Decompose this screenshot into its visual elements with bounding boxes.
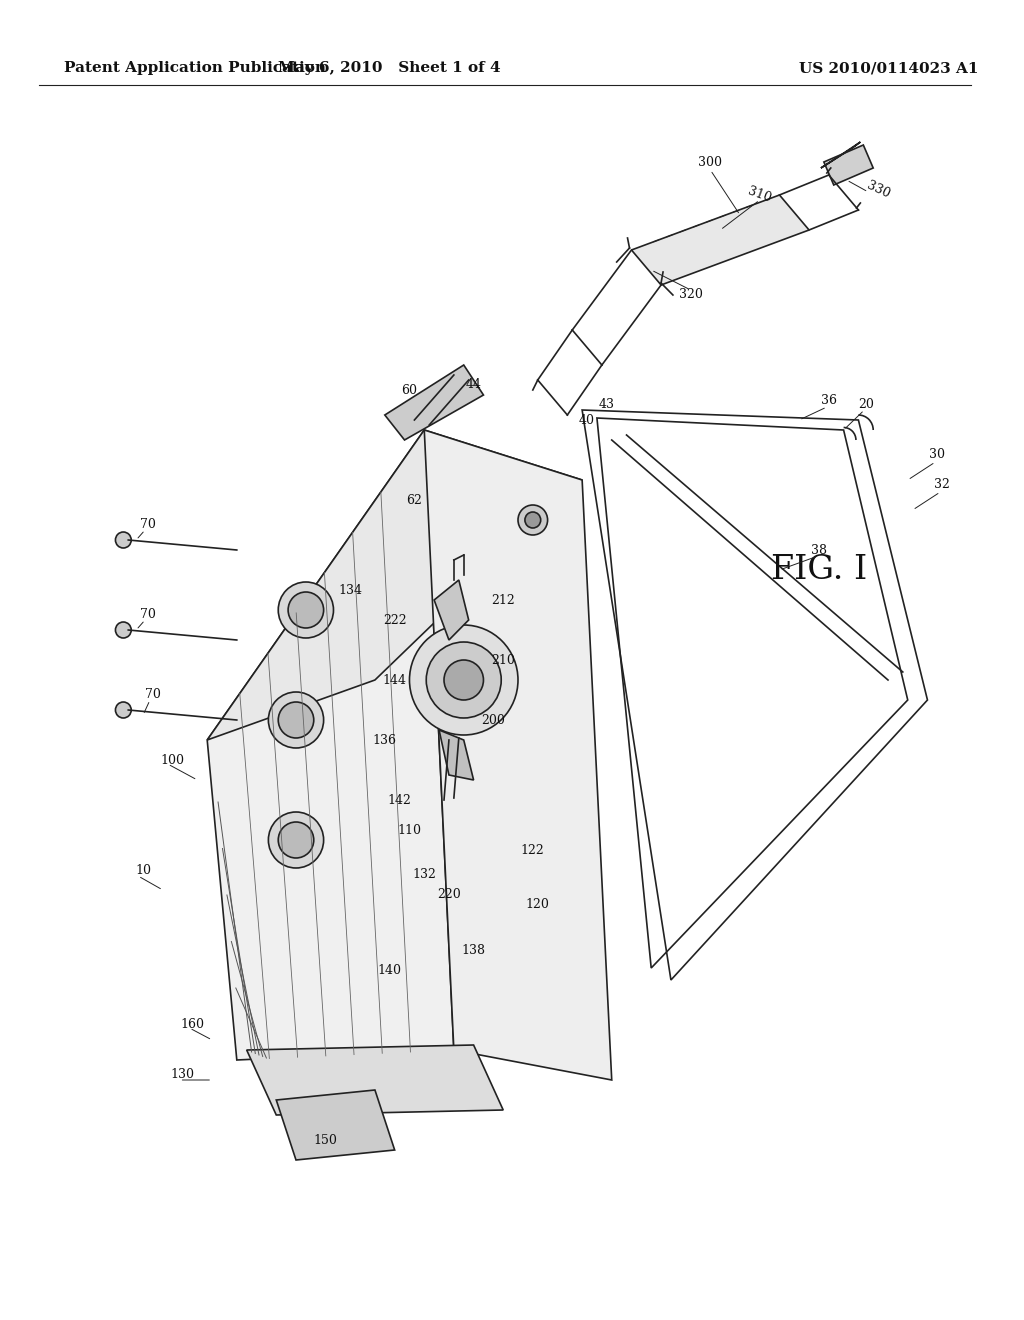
Text: 144: 144 (383, 673, 407, 686)
Polygon shape (824, 145, 873, 185)
Text: 100: 100 (161, 754, 184, 767)
Polygon shape (424, 430, 611, 1080)
Circle shape (279, 582, 334, 638)
Text: 160: 160 (180, 1019, 205, 1031)
Text: 212: 212 (492, 594, 515, 606)
Polygon shape (632, 195, 809, 285)
Text: 40: 40 (579, 413, 595, 426)
Text: Patent Application Publication: Patent Application Publication (65, 61, 326, 75)
Text: 150: 150 (313, 1134, 338, 1147)
Polygon shape (207, 430, 582, 741)
Circle shape (426, 642, 501, 718)
Text: 222: 222 (383, 614, 407, 627)
Text: 142: 142 (388, 793, 412, 807)
Text: 120: 120 (525, 899, 550, 912)
Text: 70: 70 (140, 519, 156, 532)
Text: 60: 60 (401, 384, 418, 396)
Text: 320: 320 (679, 289, 702, 301)
Polygon shape (821, 143, 860, 168)
Text: 140: 140 (378, 964, 401, 977)
Polygon shape (276, 1090, 394, 1160)
Circle shape (279, 702, 313, 738)
Circle shape (268, 692, 324, 748)
Circle shape (410, 624, 518, 735)
Circle shape (518, 506, 548, 535)
Polygon shape (434, 579, 469, 640)
Text: 330: 330 (864, 180, 892, 201)
Text: 62: 62 (407, 494, 422, 507)
Circle shape (444, 660, 483, 700)
Text: 138: 138 (462, 944, 485, 957)
Polygon shape (385, 366, 483, 440)
Text: 134: 134 (338, 583, 362, 597)
Text: 70: 70 (145, 689, 161, 701)
Circle shape (116, 532, 131, 548)
Circle shape (525, 512, 541, 528)
Text: 38: 38 (811, 544, 827, 557)
Circle shape (116, 622, 131, 638)
Text: 132: 132 (413, 869, 436, 882)
Circle shape (279, 822, 313, 858)
Circle shape (268, 812, 324, 869)
Text: US 2010/0114023 A1: US 2010/0114023 A1 (799, 61, 979, 75)
Text: 36: 36 (821, 393, 837, 407)
Text: 210: 210 (492, 653, 515, 667)
Circle shape (116, 702, 131, 718)
Text: 122: 122 (521, 843, 545, 857)
Text: 70: 70 (140, 609, 156, 622)
Text: 300: 300 (698, 157, 722, 169)
Text: FIG. I: FIG. I (771, 554, 867, 586)
Text: 200: 200 (481, 714, 505, 726)
Circle shape (288, 591, 324, 628)
Text: 110: 110 (397, 824, 422, 837)
Polygon shape (207, 430, 454, 1060)
Text: 20: 20 (858, 399, 874, 412)
Text: 310: 310 (746, 185, 773, 205)
Text: May 6, 2010   Sheet 1 of 4: May 6, 2010 Sheet 1 of 4 (279, 61, 501, 75)
Text: 44: 44 (466, 379, 481, 392)
Text: 130: 130 (171, 1068, 195, 1081)
Text: 32: 32 (934, 479, 950, 491)
Text: 220: 220 (437, 888, 461, 902)
Polygon shape (439, 730, 474, 780)
Text: 136: 136 (373, 734, 397, 747)
Text: 43: 43 (599, 399, 614, 412)
Polygon shape (247, 1045, 503, 1115)
Text: 10: 10 (135, 863, 152, 876)
Text: 30: 30 (930, 449, 945, 462)
